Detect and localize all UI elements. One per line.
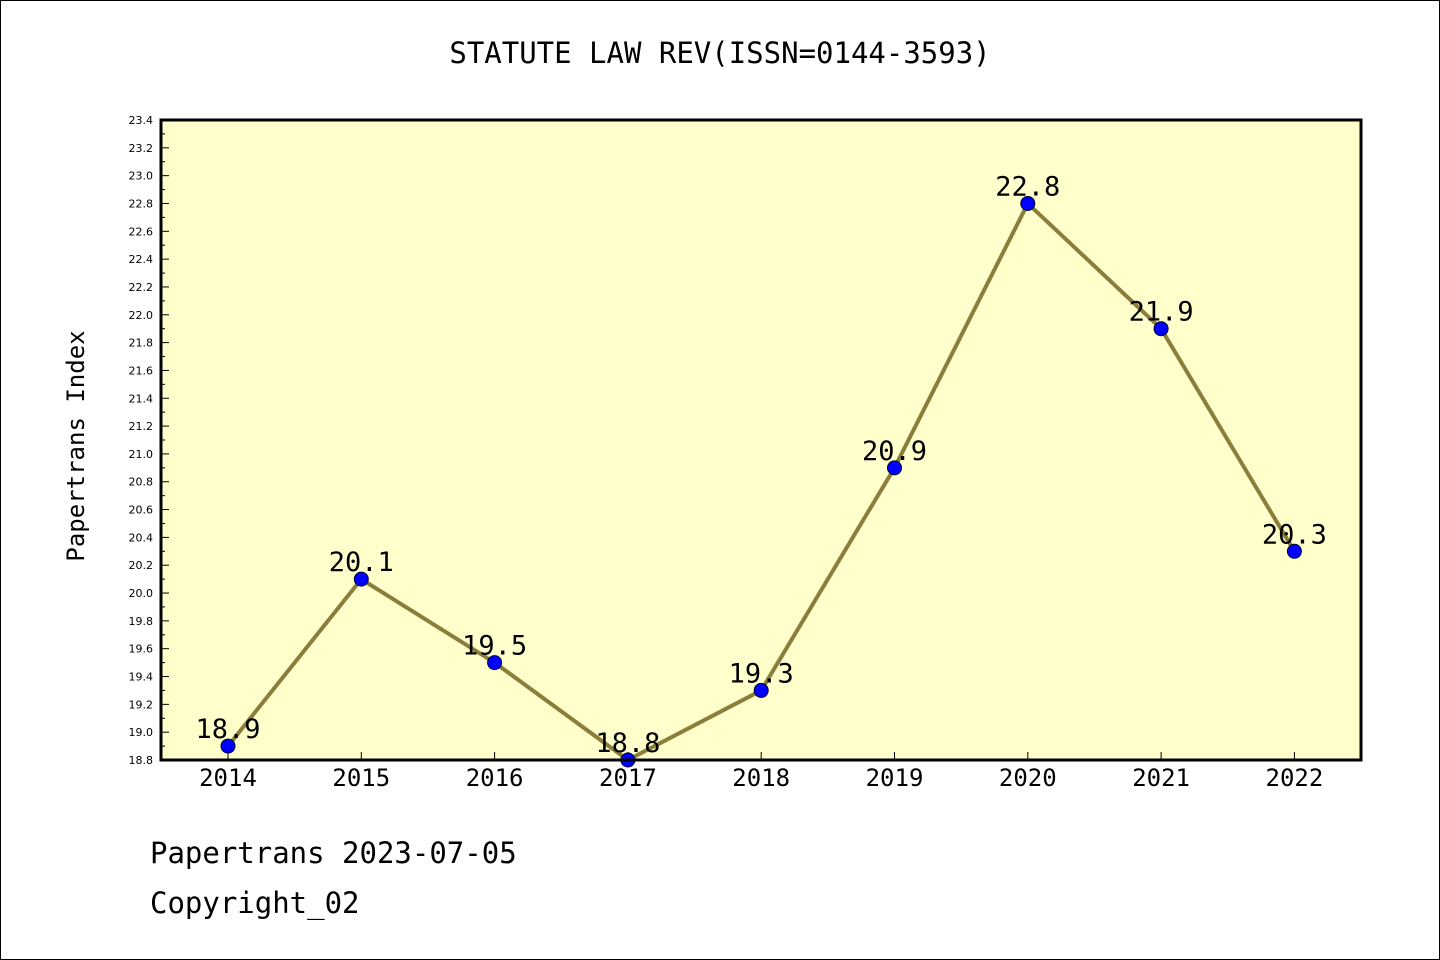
data-label: 18.9 [195,714,260,745]
data-label: 19.5 [462,631,527,662]
data-label: 18.8 [595,728,660,759]
y-tick-label: 20.8 [129,476,154,489]
data-point [1286,543,1302,559]
y-tick-label: 22.6 [129,225,154,238]
data-point [1020,195,1036,211]
x-axis: 2014 2015 2016 2017 2018 2019 2020 2021 2022 [199,752,1323,792]
data-label: 19.3 [729,658,794,689]
x-tick-label: 2017 [599,764,657,792]
y-tick-label: 22.0 [129,309,154,322]
y-axis: 18.8 19.0 19.2 19.4 19.6 19.8 20.0 20.2 20.4 20.6… [129,114,169,767]
y-tick-label: 19.2 [129,698,154,711]
y-axis-label: Papertrans Index [62,330,90,561]
data-point [487,655,503,671]
x-tick-label: 2014 [199,764,257,792]
y-tick-label: 19.8 [129,615,154,628]
y-tick-label: 22.2 [129,281,154,294]
x-tick-label: 2015 [332,764,390,792]
data-labels: 18.9 20.1 19.5 18.8 19.3 20.9 22.8 21.9 20.3 [195,171,1326,759]
footer-copyright: Copyright_02 [150,886,360,920]
data-point [220,738,236,754]
x-tick-label: 2020 [999,764,1057,792]
y-tick-label: 20.2 [129,559,154,572]
plot-area [161,120,1361,760]
y-tick-label: 20.4 [129,531,154,544]
x-tick-label: 2021 [1132,764,1190,792]
x-tick-label: 2022 [1266,764,1324,792]
data-point [1153,321,1169,337]
data-point [887,460,902,476]
x-tick-label: 2018 [732,764,790,792]
chart-title: STATUTE LAW REV(ISSN=0144-3593) [449,36,991,70]
data-label: 20.3 [1262,519,1327,550]
data-label: 20.9 [862,436,927,467]
y-tick-label: 19.0 [129,726,154,739]
y-tick-label: 22.8 [129,197,154,210]
y-tick-label: 23.0 [129,170,154,183]
data-point [753,682,769,698]
y-tick-label: 19.6 [129,643,154,656]
data-point [353,571,369,587]
y-tick-label: 22.4 [129,253,154,266]
y-tick-label: 20.0 [129,587,154,600]
y-tick-label: 21.0 [129,448,154,461]
y-tick-label: 20.6 [129,504,154,517]
data-label: 21.9 [1129,297,1194,328]
y-tick-label: 23.4 [129,114,154,127]
y-tick-label: 21.2 [129,420,154,433]
footer-date: Papertrans 2023-07-05 [150,836,517,870]
x-tick-label: 2019 [866,764,924,792]
y-tick-label: 21.6 [129,364,154,377]
y-tick-label: 18.8 [129,754,154,767]
y-tick-label: 19.4 [129,671,154,684]
y-tick-label: 23.2 [129,142,154,155]
y-tick-label: 21.4 [129,392,154,405]
y-tick-label: 21.8 [129,337,154,350]
plot-border [159,118,1363,762]
data-label: 20.1 [329,547,394,578]
x-tick-label: 2016 [466,764,524,792]
data-label: 22.8 [995,171,1060,202]
